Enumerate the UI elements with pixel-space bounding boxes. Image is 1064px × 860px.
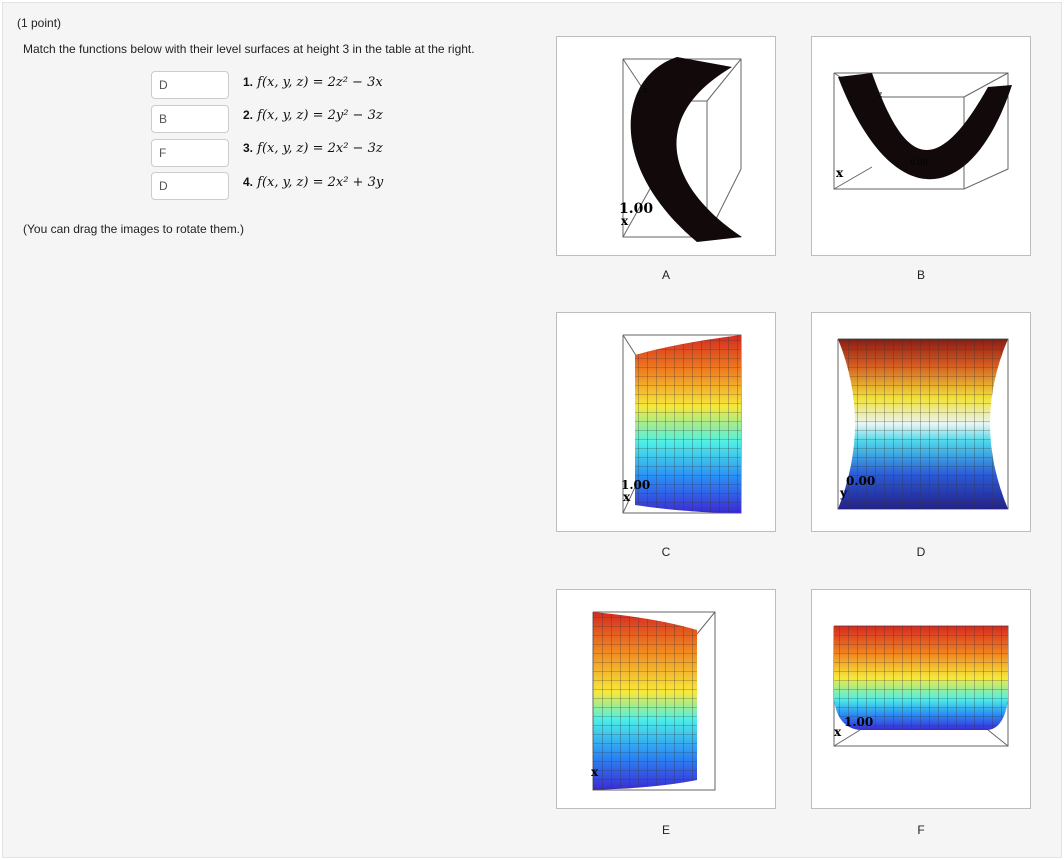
- image-label-f: F: [917, 823, 925, 837]
- function-number: 1.: [243, 75, 254, 89]
- surface-image-b[interactable]: z 0.00 x: [811, 36, 1031, 256]
- function-expression: f(x, y, z) = 2x² + 3y: [257, 175, 384, 190]
- tick-label: 0.00: [910, 158, 928, 167]
- surface-plot-a: z 1.00 x: [619, 57, 742, 242]
- surface-image-c[interactable]: 1.00 x: [556, 312, 776, 532]
- surface-plot-b: z 0.00 x: [833, 72, 1012, 190]
- surface-image-d[interactable]: 0.00 y: [811, 312, 1031, 532]
- surface-plot-c: 1.00 x: [621, 334, 742, 514]
- drag-hint: (You can drag the images to rotate them.…: [23, 222, 245, 236]
- image-label-b: B: [916, 268, 925, 282]
- answer-input-4[interactable]: [151, 172, 229, 200]
- function-4: 4. f(x, y, z) = 2x² + 3y: [243, 175, 383, 190]
- axis-label: x: [621, 214, 629, 228]
- axis-label: x: [623, 490, 631, 504]
- axis-label: y: [839, 486, 848, 500]
- function-number: 2.: [243, 108, 254, 122]
- function-1: 1. f(x, y, z) = 2z² − 3x: [243, 75, 383, 90]
- answer-input-3[interactable]: [151, 139, 229, 167]
- answer-input-2[interactable]: [151, 105, 229, 133]
- surface-plot-d: 0.00 y: [837, 338, 1009, 510]
- surface-image-f[interactable]: 1.00 x: [811, 589, 1031, 809]
- tick-label: 0.00: [846, 474, 875, 488]
- function-expression: f(x, y, z) = 2y² − 3z: [257, 108, 383, 123]
- tick-label: 1.00: [621, 478, 650, 492]
- image-label-e: E: [661, 823, 670, 837]
- axis-label: x: [836, 166, 844, 180]
- surface-image-e[interactable]: x: [556, 589, 776, 809]
- surface-plot-e: x: [591, 611, 716, 791]
- points-label: (1 point): [17, 16, 62, 30]
- function-number: 3.: [243, 141, 254, 155]
- function-2: 2. f(x, y, z) = 2y² − 3z: [243, 108, 383, 123]
- tick-label: 1.00: [844, 715, 873, 729]
- axis-label: z: [878, 90, 882, 99]
- surface-image-a[interactable]: z 1.00 x: [556, 36, 776, 256]
- answer-input-1[interactable]: [151, 71, 229, 99]
- axis-label: z: [643, 86, 647, 95]
- image-label-a: A: [661, 268, 670, 282]
- axis-label: x: [834, 725, 842, 739]
- function-expression: f(x, y, z) = 2z² − 3x: [257, 75, 383, 90]
- function-expression: f(x, y, z) = 2x² − 3z: [257, 141, 383, 156]
- function-3: 3. f(x, y, z) = 2x² − 3z: [243, 141, 383, 156]
- surface-plot-f: 1.00 x: [833, 625, 1009, 747]
- image-label-c: C: [661, 545, 671, 559]
- tick-label: 1.00: [619, 201, 653, 217]
- instruction-text: Match the functions below with their lev…: [23, 42, 475, 56]
- function-number: 4.: [243, 175, 254, 189]
- image-label-d: D: [916, 545, 926, 559]
- axis-label: x: [591, 765, 599, 779]
